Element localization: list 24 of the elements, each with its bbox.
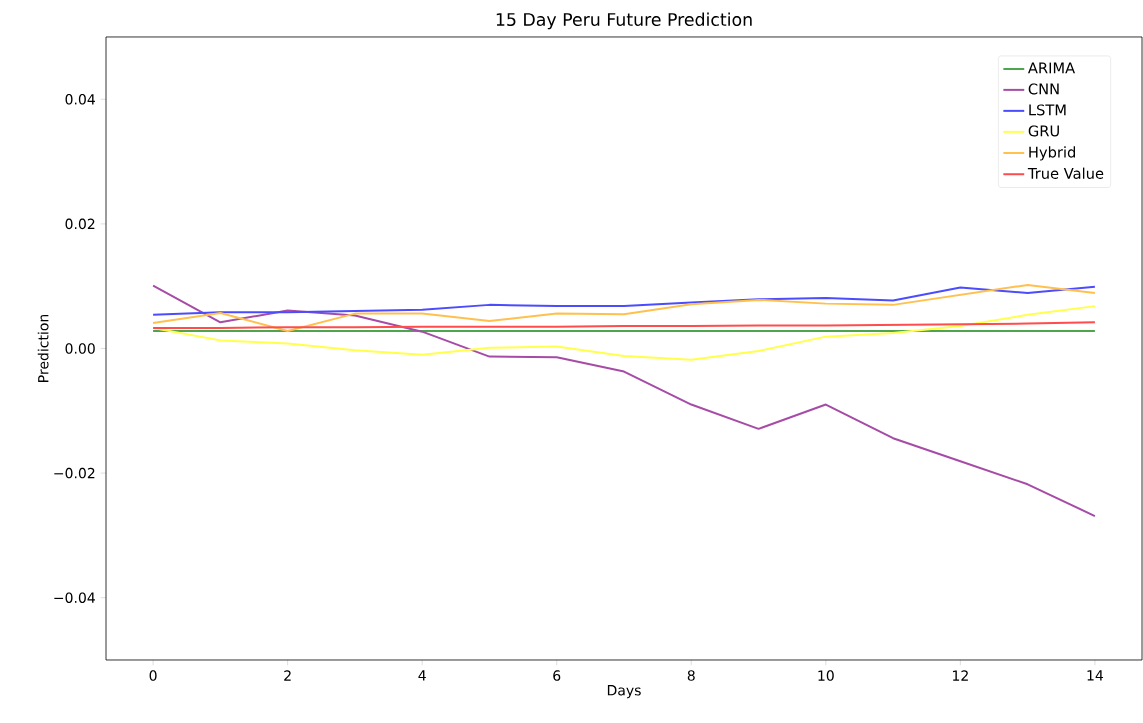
y-tick-label: 0.04 <box>65 93 95 105</box>
legend-label: CNN <box>1028 83 1059 95</box>
legend-label: LSTM <box>1029 104 1066 116</box>
legend-label: ARIMA <box>1028 62 1076 74</box>
line-series <box>152 285 1096 316</box>
y-tick-label: 0.00 <box>65 343 95 354</box>
x-tick-label: 10 <box>818 670 834 681</box>
legend-label: True Value <box>1027 167 1104 179</box>
x-tick-label: 12 <box>952 670 968 681</box>
legend-label: Hybrid <box>1029 146 1075 161</box>
line-series <box>152 284 1096 518</box>
x-tick-label: 0 <box>149 670 157 681</box>
y-tick-label: 0.02 <box>65 218 95 230</box>
x-axis-title: Days <box>607 685 641 699</box>
y-tick-label: −0.02 <box>54 467 95 479</box>
chart-title: 15 Day Peru Future Prediction <box>496 12 752 30</box>
y-tick-label: −0.04 <box>54 592 95 603</box>
y-axis-title: Prediction <box>37 314 49 382</box>
x-tick-label: 8 <box>687 670 695 681</box>
x-tick-label: 14 <box>1087 670 1104 681</box>
legend-label: GRU <box>1028 125 1059 137</box>
x-tick-label: 4 <box>418 670 426 681</box>
x-tick-label: 2 <box>284 670 291 681</box>
x-tick-label: 6 <box>553 670 561 681</box>
